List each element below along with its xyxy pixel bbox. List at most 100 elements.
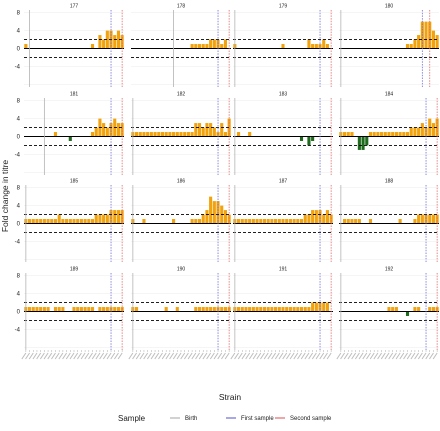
facet-panel-183: 183	[233, 92, 333, 175]
bar	[223, 132, 227, 137]
bar	[417, 307, 421, 312]
bar	[387, 132, 391, 137]
x-tick-label-mark	[343, 352, 349, 360]
bar	[31, 219, 35, 224]
x-tick-label-mark	[300, 352, 306, 360]
bar	[194, 219, 198, 224]
x-tick-label-mark	[304, 352, 310, 360]
x-tick-label-mark	[399, 352, 405, 360]
x-tick-label-mark	[62, 352, 68, 360]
bar	[35, 219, 39, 224]
bar	[325, 302, 329, 312]
bar	[46, 219, 50, 224]
y-tick-label: 0	[17, 47, 21, 53]
x-tick-label-mark	[391, 352, 397, 360]
bar	[325, 44, 329, 49]
x-tick-label-mark	[25, 352, 30, 360]
y-tick-label: 0	[17, 135, 21, 141]
bar	[90, 132, 95, 137]
bar	[24, 44, 28, 49]
facet-title: 182	[177, 92, 186, 98]
y-tick-label: 4	[17, 29, 21, 35]
x-tick-label-mark	[161, 352, 167, 360]
bar	[94, 214, 98, 224]
bar	[266, 307, 270, 312]
bar	[113, 307, 117, 312]
x-tick-label-mark	[32, 352, 38, 360]
bar	[201, 44, 205, 49]
x-tick-label-mark	[425, 352, 431, 360]
x-tick-label-mark	[315, 352, 321, 360]
x-tick-label-mark	[323, 352, 328, 360]
bar	[237, 132, 241, 137]
bar	[322, 302, 326, 312]
bar	[116, 210, 120, 224]
bar	[311, 44, 315, 49]
bar	[160, 132, 165, 137]
x-tick-label-mark	[245, 352, 251, 360]
y-tick-label: 4	[17, 204, 21, 210]
x-tick-label-mark	[36, 352, 42, 360]
bar	[223, 39, 227, 49]
bar	[79, 307, 83, 312]
x-tick-label-mark	[187, 352, 193, 360]
bar	[314, 44, 318, 49]
bar	[307, 136, 311, 146]
bar	[266, 219, 270, 224]
x-tick-label-mark	[260, 352, 265, 360]
x-tick-label-mark	[252, 352, 258, 360]
legend: Sample Birth First sample Second sample	[118, 414, 332, 423]
facet-panel-192: 192	[336, 267, 439, 360]
x-tick-label-mark	[256, 352, 262, 360]
bar	[357, 219, 361, 224]
bar	[262, 219, 267, 224]
x-tick-label-mark	[432, 352, 438, 360]
bar	[209, 39, 213, 49]
bar	[307, 307, 311, 312]
bar	[197, 307, 202, 312]
bar	[53, 132, 58, 137]
y-tick-label: 0	[17, 222, 21, 228]
y-tick-label: 8	[17, 11, 21, 17]
bar	[346, 219, 350, 224]
bar	[428, 307, 432, 312]
bar	[146, 132, 150, 137]
bar	[83, 307, 87, 312]
bar	[209, 123, 213, 137]
bar	[329, 214, 333, 224]
bar	[53, 219, 58, 224]
bar	[435, 118, 439, 137]
x-tick-label-mark	[234, 352, 239, 360]
bar	[299, 136, 304, 141]
x-tick-label-mark	[308, 352, 314, 360]
bar	[113, 210, 117, 224]
bar	[98, 307, 102, 312]
facet-panel-182: 182	[131, 92, 231, 175]
bar	[244, 219, 248, 224]
bar	[68, 219, 72, 224]
bar	[405, 311, 410, 316]
bar	[197, 44, 202, 49]
bar	[212, 307, 216, 312]
x-tick-label-mark	[21, 352, 27, 360]
x-tick-label-mark	[311, 352, 317, 360]
bar	[105, 307, 109, 312]
x-tick-label-mark	[230, 352, 236, 360]
bar	[365, 136, 369, 146]
bar	[307, 214, 311, 224]
bar	[149, 132, 153, 137]
x-tick-label-mark	[106, 352, 112, 360]
x-tick-label-mark	[354, 352, 360, 360]
x-tick-label-mark	[143, 352, 149, 360]
x-tick-label-mark	[380, 352, 386, 360]
bar	[402, 132, 406, 137]
x-tick-label-mark	[51, 352, 56, 360]
bar	[318, 210, 322, 224]
bar	[394, 132, 398, 137]
bar	[65, 219, 69, 224]
x-tick-label-mark	[282, 352, 288, 360]
x-tick-label-mark	[102, 352, 108, 360]
bar	[251, 307, 255, 312]
bar	[94, 127, 98, 137]
bar	[90, 219, 95, 224]
